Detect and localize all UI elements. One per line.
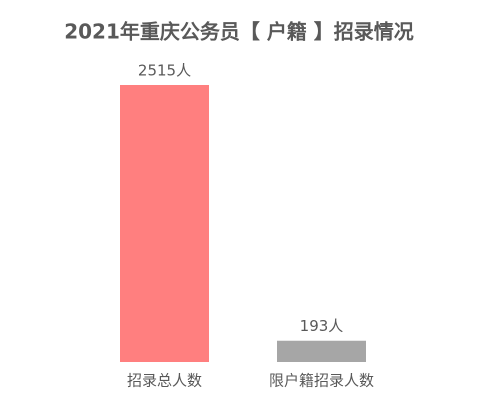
bar: [277, 340, 366, 362]
value-label: 2515人: [138, 62, 191, 80]
x-tick-label: 招录总人数: [127, 372, 202, 390]
x-tick-label: 限户籍招录人数: [269, 372, 374, 390]
value-label: 193人: [300, 317, 344, 335]
chart-title: 2021年重庆公务员【 户籍 】招录情况: [64, 20, 414, 44]
bar: [120, 85, 209, 362]
